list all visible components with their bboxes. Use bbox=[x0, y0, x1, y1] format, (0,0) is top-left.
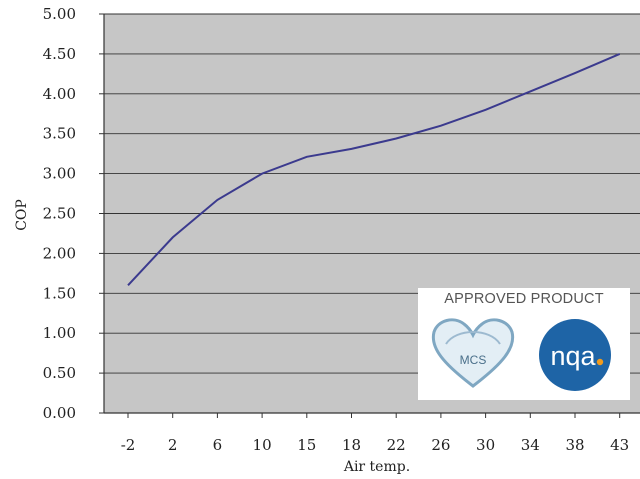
x-tick-label: 26 bbox=[431, 436, 450, 454]
x-axis-title: Air temp. bbox=[343, 459, 410, 475]
y-tick-label: 1.00 bbox=[43, 324, 76, 342]
y-tick-label: 3.00 bbox=[43, 165, 76, 183]
x-tick-label: 38 bbox=[565, 436, 584, 454]
x-tick-label: 6 bbox=[213, 436, 223, 454]
badge-title: APPROVED PRODUCT bbox=[444, 291, 604, 307]
y-tick-label: 0.00 bbox=[43, 404, 76, 422]
x-tick-label: 2 bbox=[168, 436, 178, 454]
y-tick-label: 4.00 bbox=[43, 85, 76, 103]
x-tick-label: 34 bbox=[521, 436, 540, 454]
y-tick-label: 1.50 bbox=[43, 284, 76, 302]
x-axis-ticks: -2 2 6 10 15 18 22 26 30 34 38 43 bbox=[121, 413, 629, 454]
nqa-label: nqa bbox=[550, 341, 596, 371]
approved-product-badge: APPROVED PRODUCT MCS nqa bbox=[418, 288, 630, 400]
mcs-heart-logo-icon: MCS bbox=[431, 318, 515, 388]
y-axis-ticks: 0.00 0.50 1.00 1.50 2.00 2.50 3.00 3.50 4.00 4.50… bbox=[43, 5, 104, 422]
x-tick-label: 30 bbox=[476, 436, 495, 454]
y-tick-label: 0.50 bbox=[43, 364, 76, 382]
x-tick-label: 43 bbox=[610, 436, 629, 454]
mcs-label: MCS bbox=[460, 353, 487, 367]
x-tick-label: -2 bbox=[121, 436, 136, 454]
y-tick-label: 2.50 bbox=[43, 205, 76, 223]
x-tick-label: 22 bbox=[387, 436, 406, 454]
x-tick-label: 10 bbox=[253, 436, 272, 454]
nqa-circle-logo-icon: nqa bbox=[539, 319, 611, 391]
y-tick-label: 4.50 bbox=[43, 45, 76, 63]
cop-series-line bbox=[127, 52, 621, 286]
y-tick-label: 3.50 bbox=[43, 125, 76, 143]
x-tick-label: 18 bbox=[342, 436, 361, 454]
y-tick-label: 5.00 bbox=[43, 5, 76, 23]
y-axis-title: COP bbox=[14, 199, 30, 231]
y-tick-label: 2.00 bbox=[43, 244, 76, 262]
x-tick-label: 15 bbox=[297, 436, 316, 454]
grid-lines bbox=[104, 13, 640, 374]
